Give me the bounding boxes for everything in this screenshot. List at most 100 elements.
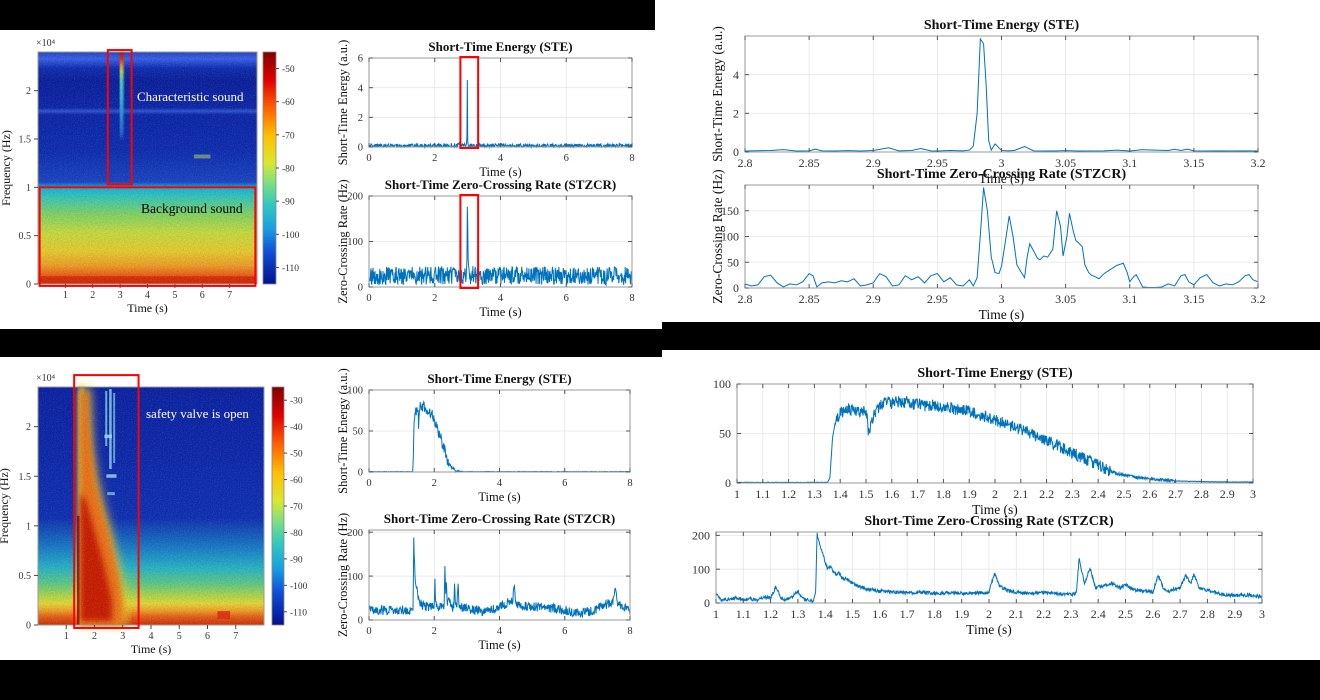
svg-text:2: 2 — [92, 631, 97, 642]
svg-text:Short-Time Energy (STE): Short-Time Energy (STE) — [917, 366, 1073, 381]
svg-text:Short-Time Zero-Crossing Rate: Short-Time Zero-Crossing Rate (STZCR) — [877, 167, 1127, 182]
svg-text:0: 0 — [26, 621, 31, 632]
svg-text:4: 4 — [145, 290, 150, 301]
svg-text:1.1: 1.1 — [755, 487, 770, 501]
svg-text:1: 1 — [63, 290, 68, 301]
svg-text:-70: -70 — [282, 131, 295, 141]
panel-d1-ste: 1 1.1 1.2 1.3 1.4 1.5 1.6 1.7 1.8 1.9 2 2.1 2.2 2.3 2.… — [713, 366, 1256, 517]
svg-text:Zero-Crossing Rate (Hz): Zero-Crossing Rate (Hz) — [336, 513, 350, 637]
svg-text:3.1: 3.1 — [1122, 156, 1137, 170]
svg-text:2: 2 — [986, 607, 992, 621]
svg-text:1.2: 1.2 — [781, 487, 796, 501]
svg-text:-90: -90 — [290, 555, 303, 565]
svg-text:Short-Time Energy (STE): Short-Time Energy (STE) — [428, 39, 572, 54]
svg-text:3: 3 — [1250, 487, 1256, 501]
svg-text:3.05: 3.05 — [1055, 292, 1076, 306]
svg-text:50: 50 — [353, 427, 364, 438]
redacted-caption-top — [0, 0, 655, 30]
svg-text:-40: -40 — [290, 423, 303, 433]
svg-text:Frequency (Hz): Frequency (Hz) — [0, 130, 13, 206]
svg-text:2: 2 — [733, 107, 739, 121]
svg-text:3: 3 — [1259, 607, 1265, 621]
svg-text:4: 4 — [733, 68, 739, 82]
svg-text:1.6: 1.6 — [872, 607, 887, 621]
svg-text:2: 2 — [432, 293, 437, 304]
svg-text:Time (s): Time (s) — [479, 305, 521, 319]
svg-text:0.5: 0.5 — [19, 571, 32, 582]
svg-text:-50: -50 — [290, 450, 303, 460]
svg-text:3.05: 3.05 — [1055, 156, 1076, 170]
svg-text:4: 4 — [497, 478, 503, 489]
svg-text:4: 4 — [358, 83, 364, 94]
svg-text:2: 2 — [432, 153, 437, 164]
redacted-caption-bottom — [0, 660, 1320, 700]
svg-text:Short-Time Energy (a.u.): Short-Time Energy (a.u.) — [336, 40, 350, 166]
svg-text:-80: -80 — [282, 165, 295, 175]
svg-text:100: 100 — [721, 230, 739, 244]
svg-text:100: 100 — [347, 572, 363, 583]
svg-text:2.8: 2.8 — [738, 156, 753, 170]
svg-text:2.9: 2.9 — [866, 292, 881, 306]
svg-text:2.85: 2.85 — [799, 292, 820, 306]
svg-text:7: 7 — [233, 631, 238, 642]
svg-text:0: 0 — [358, 468, 363, 479]
svg-text:-110: -110 — [282, 264, 299, 274]
svg-text:-100: -100 — [282, 231, 300, 241]
svg-text:-110: -110 — [290, 608, 307, 618]
svg-text:4: 4 — [498, 153, 504, 164]
svg-text:1.5: 1.5 — [19, 135, 32, 146]
svg-text:3.2: 3.2 — [1251, 292, 1266, 306]
svg-text:3: 3 — [118, 290, 123, 301]
svg-text:5: 5 — [177, 631, 182, 642]
svg-text:Short-Time Zero-Crossing Rate: Short-Time Zero-Crossing Rate (STZCR) — [385, 177, 616, 192]
svg-text:2.4: 2.4 — [1091, 487, 1106, 501]
svg-text:4: 4 — [498, 293, 504, 304]
svg-text:2.9: 2.9 — [1227, 607, 1242, 621]
svg-text:8: 8 — [627, 626, 632, 637]
svg-text:2.2: 2.2 — [1036, 607, 1051, 621]
svg-text:4: 4 — [149, 631, 154, 642]
panel-b1-ste: 2.8 2.85 2.9 2.95 3 3.05 3.1 3.15 3.2 0 2 4 Short-Ti… — [710, 18, 1266, 186]
svg-text:8: 8 — [629, 153, 634, 164]
annotation-safety-valve: safety valve is open — [146, 406, 249, 421]
panel-d2-stzcr: 1 1.1 1.2 1.3 1.4 1.5 1.6 1.7 1.8 1.9 2 2.1 2.2 2.3 2.… — [692, 514, 1265, 637]
svg-text:-50: -50 — [282, 65, 295, 75]
svg-text:Time (s): Time (s) — [478, 490, 520, 504]
svg-text:Time (s): Time (s) — [479, 165, 521, 179]
svg-text:3: 3 — [120, 631, 125, 642]
svg-text:1.9: 1.9 — [954, 607, 969, 621]
svg-text:-30: -30 — [290, 397, 303, 407]
svg-text:2.9: 2.9 — [866, 156, 881, 170]
svg-text:6: 6 — [562, 478, 567, 489]
svg-text:6: 6 — [564, 293, 569, 304]
svg-text:0: 0 — [358, 143, 363, 154]
panel-c3-stzcr: 0 2 4 6 8 0 100 200 Short-Time Zero-Crossing Rat… — [336, 511, 633, 652]
svg-text:5: 5 — [172, 290, 177, 301]
svg-text:Short-Time Energy (STE): Short-Time Energy (STE) — [427, 371, 571, 386]
panel-c2-ste: 0 2 4 6 8 0 50 100 Short-Time Energy (STE) Time (… — [336, 368, 633, 504]
svg-text:-60: -60 — [282, 98, 295, 108]
svg-text:2: 2 — [358, 113, 363, 124]
svg-text:2.1: 2.1 — [1009, 607, 1024, 621]
svg-text:2.6: 2.6 — [1142, 487, 1157, 501]
svg-text:1.5: 1.5 — [859, 487, 874, 501]
svg-text:200: 200 — [347, 192, 363, 203]
svg-text:3.15: 3.15 — [1183, 156, 1204, 170]
svg-text:-90: -90 — [282, 198, 295, 208]
svg-text:1.7: 1.7 — [900, 607, 915, 621]
svg-text:100: 100 — [347, 386, 363, 397]
svg-text:3.15: 3.15 — [1183, 292, 1204, 306]
svg-text:2.95: 2.95 — [927, 292, 948, 306]
svg-text:Frequency (Hz): Frequency (Hz) — [0, 468, 11, 544]
svg-text:0: 0 — [358, 616, 363, 627]
svg-text:1.5: 1.5 — [19, 472, 32, 483]
panel-a3-stzcr: 0 2 4 6 8 0 100 200 Short-Time Zero-Crossing Rat… — [336, 177, 635, 319]
svg-text:2.5: 2.5 — [1118, 607, 1133, 621]
svg-text:3.2: 3.2 — [1251, 156, 1266, 170]
svg-text:50: 50 — [727, 255, 739, 269]
svg-text:7: 7 — [227, 290, 232, 301]
svg-text:2.7: 2.7 — [1168, 487, 1183, 501]
svg-text:1: 1 — [64, 631, 69, 642]
